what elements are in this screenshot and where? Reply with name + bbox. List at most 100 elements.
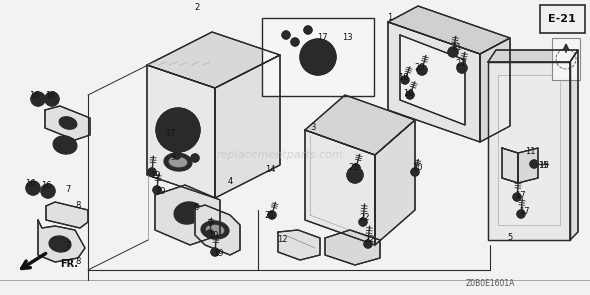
Bar — [552, 38, 580, 80]
Circle shape — [45, 92, 59, 106]
Text: 15: 15 — [537, 161, 548, 171]
Circle shape — [304, 26, 312, 34]
Polygon shape — [325, 230, 380, 265]
Circle shape — [26, 181, 40, 195]
Text: 19: 19 — [150, 171, 160, 179]
Polygon shape — [375, 120, 415, 245]
Circle shape — [530, 160, 538, 168]
Circle shape — [206, 230, 214, 238]
Text: 21: 21 — [349, 163, 359, 173]
Ellipse shape — [164, 153, 192, 171]
Circle shape — [148, 168, 156, 176]
Bar — [498, 75, 560, 225]
Text: 5: 5 — [507, 234, 513, 242]
Polygon shape — [195, 205, 240, 255]
Text: Z0B0E1601A: Z0B0E1601A — [466, 278, 514, 288]
Polygon shape — [38, 220, 85, 262]
Bar — [262, 18, 374, 96]
Bar — [540, 5, 585, 33]
Text: replacementparts.com: replacementparts.com — [217, 150, 343, 160]
Circle shape — [359, 218, 367, 226]
Polygon shape — [278, 230, 320, 260]
Text: 9: 9 — [207, 219, 212, 229]
Text: 21: 21 — [265, 211, 276, 219]
Text: 13: 13 — [342, 34, 352, 42]
Circle shape — [293, 40, 297, 43]
Polygon shape — [488, 62, 570, 240]
Circle shape — [364, 240, 372, 248]
Circle shape — [153, 186, 161, 194]
Ellipse shape — [169, 157, 187, 167]
Circle shape — [41, 184, 55, 198]
Circle shape — [448, 47, 458, 57]
Polygon shape — [45, 106, 90, 140]
Circle shape — [49, 96, 55, 102]
Polygon shape — [147, 32, 280, 88]
Polygon shape — [480, 38, 510, 142]
Text: 9: 9 — [171, 153, 176, 161]
Text: 19: 19 — [155, 188, 165, 196]
Circle shape — [173, 151, 181, 159]
Circle shape — [191, 154, 199, 162]
Polygon shape — [155, 185, 220, 245]
Text: 21: 21 — [452, 43, 462, 53]
Text: 16: 16 — [41, 181, 51, 189]
Polygon shape — [518, 148, 538, 183]
Text: E-21: E-21 — [548, 14, 576, 24]
Circle shape — [31, 92, 45, 106]
Ellipse shape — [201, 221, 229, 239]
Text: 17: 17 — [514, 191, 525, 199]
Text: 14: 14 — [265, 165, 276, 175]
Circle shape — [401, 76, 409, 84]
Text: 7: 7 — [65, 242, 71, 250]
Polygon shape — [305, 95, 415, 155]
Circle shape — [268, 211, 276, 219]
Text: 11: 11 — [525, 148, 535, 157]
Polygon shape — [388, 6, 510, 54]
Text: 17: 17 — [519, 207, 529, 217]
Text: 12: 12 — [277, 235, 287, 243]
Text: 22: 22 — [360, 214, 371, 222]
Circle shape — [156, 108, 200, 152]
Polygon shape — [215, 55, 280, 198]
Text: 10: 10 — [412, 163, 422, 173]
Circle shape — [406, 91, 414, 99]
Text: 18: 18 — [398, 73, 408, 83]
Circle shape — [411, 168, 419, 176]
Polygon shape — [388, 22, 480, 142]
Ellipse shape — [59, 117, 77, 129]
Circle shape — [45, 188, 51, 194]
Polygon shape — [305, 130, 375, 245]
Polygon shape — [502, 148, 518, 183]
Text: 17: 17 — [165, 129, 175, 137]
Text: 16: 16 — [45, 91, 55, 99]
Text: 17: 17 — [317, 34, 327, 42]
Circle shape — [310, 49, 326, 65]
Polygon shape — [570, 50, 578, 240]
Circle shape — [166, 118, 190, 142]
Text: 20: 20 — [415, 63, 425, 73]
Text: 19: 19 — [208, 232, 218, 240]
Polygon shape — [46, 202, 88, 228]
Text: 8: 8 — [76, 258, 81, 266]
Circle shape — [30, 185, 36, 191]
Circle shape — [457, 63, 467, 73]
Text: FR.: FR. — [60, 259, 78, 269]
Text: 16: 16 — [25, 178, 35, 188]
Ellipse shape — [53, 136, 77, 154]
Text: 22: 22 — [365, 235, 375, 245]
Text: 4: 4 — [227, 178, 232, 186]
Circle shape — [347, 167, 363, 183]
Circle shape — [282, 31, 290, 39]
Circle shape — [291, 38, 299, 46]
Ellipse shape — [49, 236, 71, 252]
Text: 3: 3 — [310, 124, 316, 132]
Text: 21: 21 — [455, 58, 466, 68]
Circle shape — [300, 39, 336, 75]
Text: 8: 8 — [76, 201, 81, 211]
Polygon shape — [400, 35, 465, 125]
Circle shape — [417, 65, 427, 75]
Ellipse shape — [180, 206, 196, 219]
Circle shape — [306, 29, 310, 32]
Polygon shape — [147, 65, 215, 198]
